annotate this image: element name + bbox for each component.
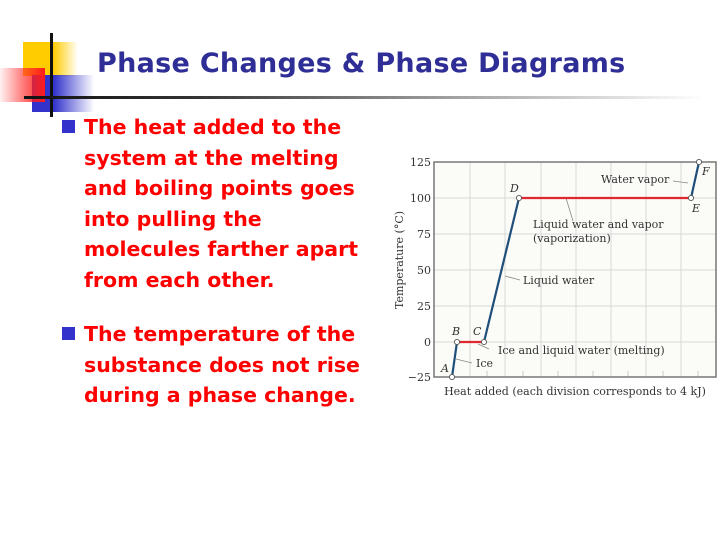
annotation-melting: Ice and liquid water (melting) xyxy=(498,344,665,357)
bullet-square-icon xyxy=(62,120,75,133)
point-label-a: A xyxy=(440,362,449,375)
slide-logo-decoration xyxy=(0,0,120,125)
y-tick-25: 25 xyxy=(417,300,431,313)
segment-water-vapor xyxy=(689,160,701,200)
point-label-d: D xyxy=(509,182,519,195)
point-label-c: C xyxy=(473,325,482,338)
y-tick-labels: 125 100 75 50 25 0 −25 xyxy=(408,156,431,384)
y-tick-125: 125 xyxy=(410,156,431,169)
annotation-vaporization-line1: Liquid water and vapor xyxy=(533,218,664,231)
chart-svg: 125 100 75 50 25 0 −25 Temperature (°C) … xyxy=(393,156,717,398)
annotation-liquid-water: Liquid water xyxy=(523,274,595,287)
point-f-marker xyxy=(695,158,703,166)
annotation-vaporization-line2: (vaporization) xyxy=(533,232,611,245)
y-tick-100: 100 xyxy=(410,192,431,205)
point-b-marker xyxy=(453,338,461,346)
point-label-e: E xyxy=(691,202,700,215)
plot-frame xyxy=(433,161,717,378)
y-tick-50: 50 xyxy=(417,264,431,277)
x-axis-label: Heat added (each division corresponds to… xyxy=(444,385,706,398)
y-tick-75: 75 xyxy=(417,228,431,241)
segment-liquid-water xyxy=(482,196,521,344)
point-e-marker xyxy=(687,194,695,202)
point-labels: A B C D E F xyxy=(440,165,710,375)
point-c-marker xyxy=(480,338,488,346)
annotation-ice: Ice xyxy=(476,357,493,370)
bullet-item: The temperature of the substance does no… xyxy=(62,319,382,411)
point-a-marker xyxy=(448,373,456,381)
y-axis-label: Temperature (°C) xyxy=(393,211,406,309)
bullet-item: The heat added to the system at the melt… xyxy=(62,112,382,295)
title-underline-rule xyxy=(24,96,704,99)
segment-ice xyxy=(450,340,459,379)
point-label-f: F xyxy=(701,165,710,178)
annotations: Water vapor Liquid water and vapor (vapo… xyxy=(476,173,670,370)
heating-curve xyxy=(450,160,701,379)
bullet-text: The heat added to the system at the melt… xyxy=(84,115,359,292)
logo-vertical-line xyxy=(50,33,53,117)
annotation-water-vapor: Water vapor xyxy=(601,173,670,186)
y-tick-0: 0 xyxy=(424,336,431,349)
bullet-square-icon xyxy=(62,327,75,340)
y-tick-neg25: −25 xyxy=(408,371,431,384)
bullet-text: The temperature of the substance does no… xyxy=(84,322,360,407)
bullet-list: The heat added to the system at the melt… xyxy=(62,112,382,435)
heating-curve-chart: 125 100 75 50 25 0 −25 Temperature (°C) … xyxy=(380,150,720,400)
point-label-b: B xyxy=(451,325,460,338)
curve-points xyxy=(448,158,703,381)
annotation-leaders xyxy=(455,180,689,364)
slide-title: Phase Changes & Phase Diagrams xyxy=(97,48,626,79)
point-d-marker xyxy=(515,194,523,202)
